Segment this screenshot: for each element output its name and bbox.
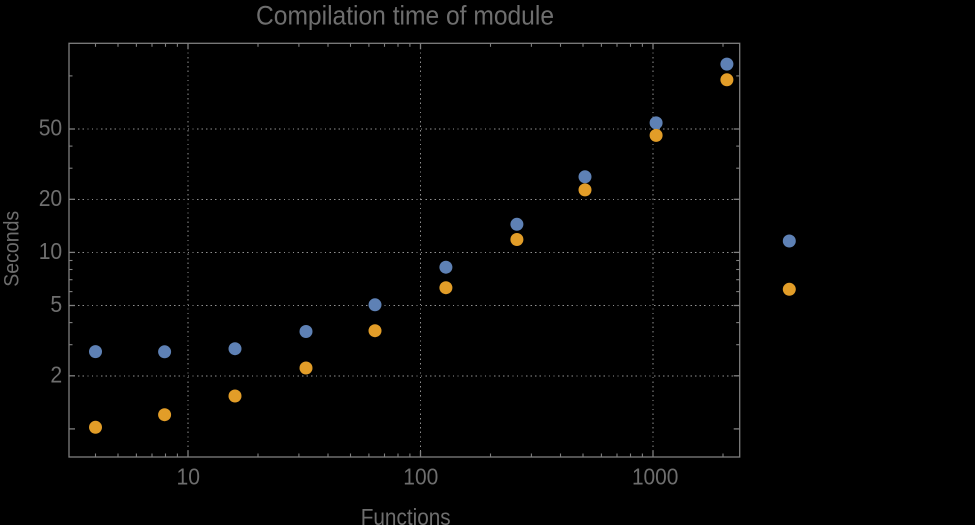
svg-text:50: 50	[39, 115, 63, 141]
svg-text:10: 10	[177, 463, 201, 489]
svg-text:Compilation time of module: Compilation time of module	[256, 1, 554, 31]
svg-text:Seconds: Seconds	[1, 211, 24, 287]
svg-text:20: 20	[39, 185, 63, 211]
svg-text:100: 100	[403, 463, 438, 489]
svg-text:10: 10	[39, 238, 63, 264]
svg-text:5: 5	[50, 291, 62, 317]
svg-text:1000: 1000	[632, 463, 679, 489]
svg-text:Functions: Functions	[361, 504, 451, 525]
svg-text:2: 2	[50, 361, 62, 387]
